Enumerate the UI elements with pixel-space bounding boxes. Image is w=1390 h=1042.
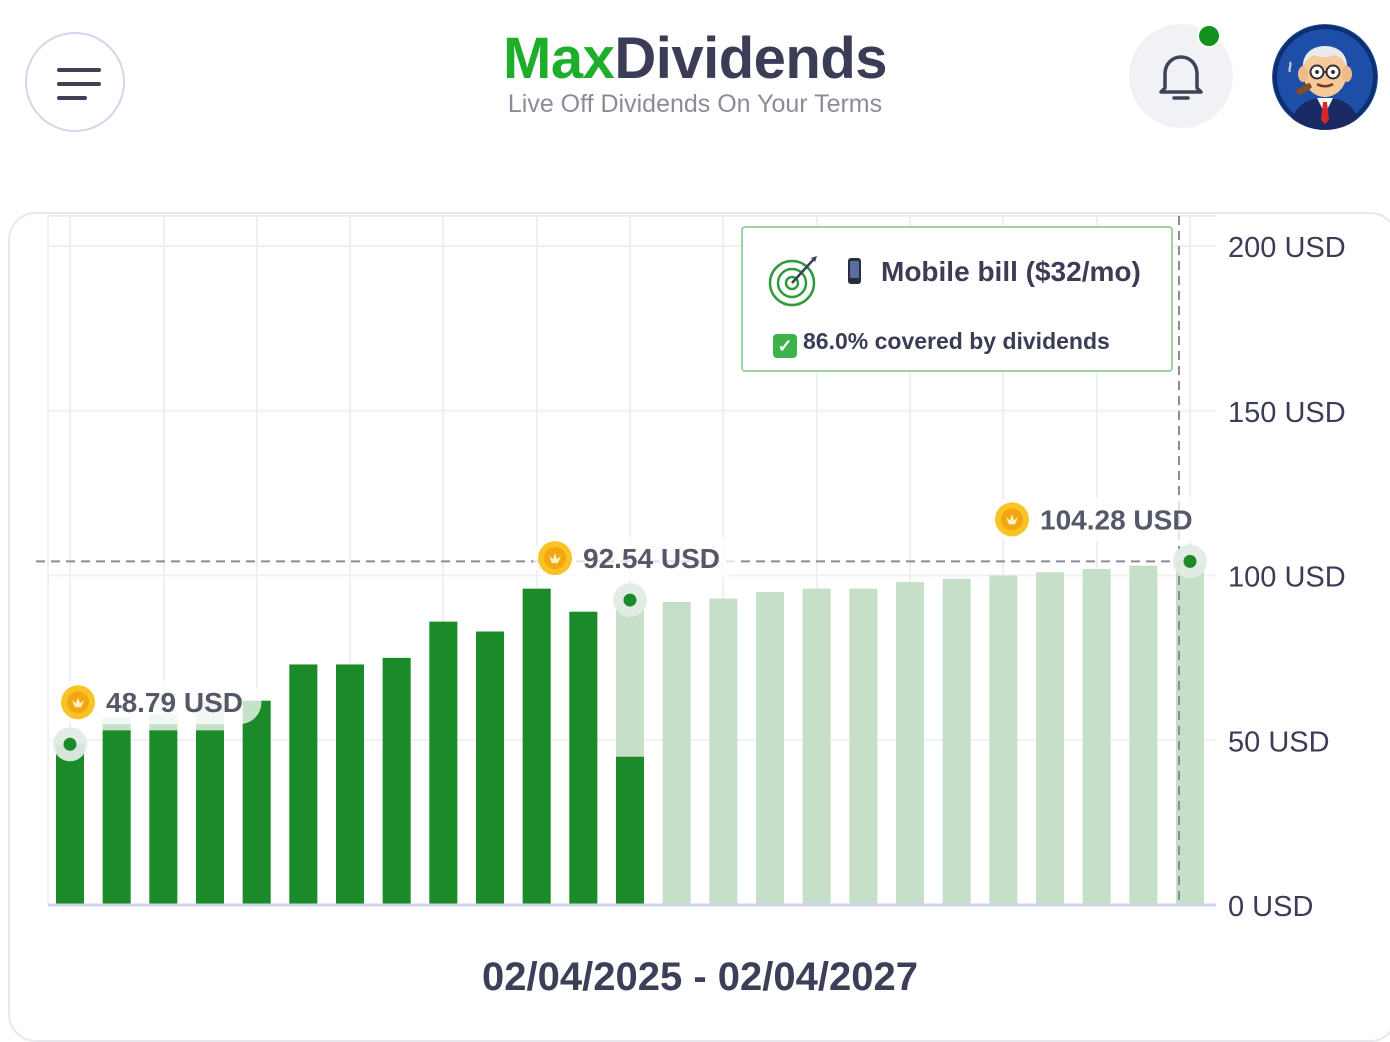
- marker-dot: [1183, 554, 1197, 568]
- brand-tagline: Live Off Dividends On Your Terms: [507, 90, 883, 118]
- menu-icon-line: [57, 82, 101, 86]
- goal-coverage-text: 86.0% covered by dividends: [803, 328, 1110, 354]
- bar-projected: [942, 578, 971, 905]
- date-range: 02/04/2025 - 02/04/2027: [482, 955, 918, 999]
- bar-projected: [849, 588, 878, 905]
- label-backdrop: [56, 680, 262, 725]
- goal-tooltip: Mobile bill ($32/mo) ✓ 86.0% covered by d…: [741, 226, 1173, 372]
- brand-max: Max: [503, 26, 615, 91]
- point-annotation: 104.28 USD: [990, 497, 1211, 579]
- annotation-label: 48.79 USD: [106, 687, 243, 718]
- bar-received: [102, 730, 131, 905]
- bar-projected: [756, 591, 784, 905]
- target-icon: [768, 256, 817, 307]
- menu-button[interactable]: [25, 32, 125, 132]
- brand-dividends: Dividends: [614, 26, 887, 91]
- bar-received: [616, 756, 644, 905]
- bar-projected: [1082, 568, 1111, 905]
- label-backdrop: [533, 536, 739, 581]
- annotation-label: 104.28 USD: [1040, 504, 1193, 535]
- bar-received: [569, 611, 598, 905]
- dividend-chart: 0 USD 50 USD 100 USD 150 USD 200 USD 48.79 US…: [36, 215, 1346, 923]
- bar-received: [289, 664, 318, 905]
- bar-projected: [709, 598, 738, 905]
- menu-icon: [57, 68, 101, 72]
- check-icon: ✓: [773, 334, 797, 358]
- bar-received: [429, 621, 458, 905]
- coin-crown: [1006, 514, 1018, 525]
- marker-dot: [63, 737, 77, 751]
- bar-received: [476, 631, 504, 905]
- bar-received: [242, 700, 271, 905]
- chart-bars: [56, 561, 1204, 905]
- goal-coverage: ✓ 86.0% covered by dividends: [773, 328, 1110, 358]
- bar-projected: [989, 575, 1018, 905]
- avatar[interactable]: [1272, 24, 1378, 130]
- bar-projected: [896, 582, 924, 905]
- menu-icon-line: [57, 96, 87, 100]
- brand-logo[interactable]: MaxDividends Live Off Dividends On Your …: [0, 26, 1390, 119]
- bar-received: [56, 744, 84, 905]
- label-backdrop: [990, 497, 1211, 542]
- bell-icon: [1159, 55, 1203, 100]
- bar-received: [196, 730, 224, 905]
- y-tick-label: 150 USD: [1228, 397, 1346, 429]
- bar-projected: [1129, 565, 1158, 905]
- coin-crown: [549, 553, 561, 564]
- bar-projected: [662, 601, 691, 905]
- goal-label-text: Mobile bill ($32/mo): [881, 256, 1141, 287]
- y-tick-label: 100 USD: [1228, 562, 1346, 594]
- marker-dot: [623, 593, 637, 607]
- goal-label: Mobile bill ($32/mo): [848, 256, 1141, 288]
- app-header: MaxDividends Live Off Dividends On Your …: [0, 0, 1390, 170]
- bar-projected: [1176, 561, 1204, 905]
- y-tick-label: 200 USD: [1228, 232, 1346, 264]
- bar-received: [382, 657, 411, 905]
- point-annotation: 48.79 USD: [53, 680, 262, 762]
- point-annotation: 92.54 USD: [533, 536, 739, 618]
- y-tick-label: 0 USD: [1228, 891, 1313, 923]
- y-tick-label: 50 USD: [1228, 726, 1330, 758]
- bar-projected: [1036, 572, 1064, 905]
- brand-title: MaxDividends: [0, 26, 1390, 92]
- notification-dot: [1197, 24, 1221, 48]
- avatar-icon: [1272, 24, 1378, 130]
- annotation-label: 92.54 USD: [583, 543, 720, 574]
- bar-projected: [802, 588, 831, 905]
- mobile-phone-icon: [848, 258, 861, 284]
- coin-crown: [72, 697, 84, 708]
- bar-received: [522, 588, 551, 905]
- bar-received: [336, 664, 364, 905]
- bar-received: [149, 730, 178, 905]
